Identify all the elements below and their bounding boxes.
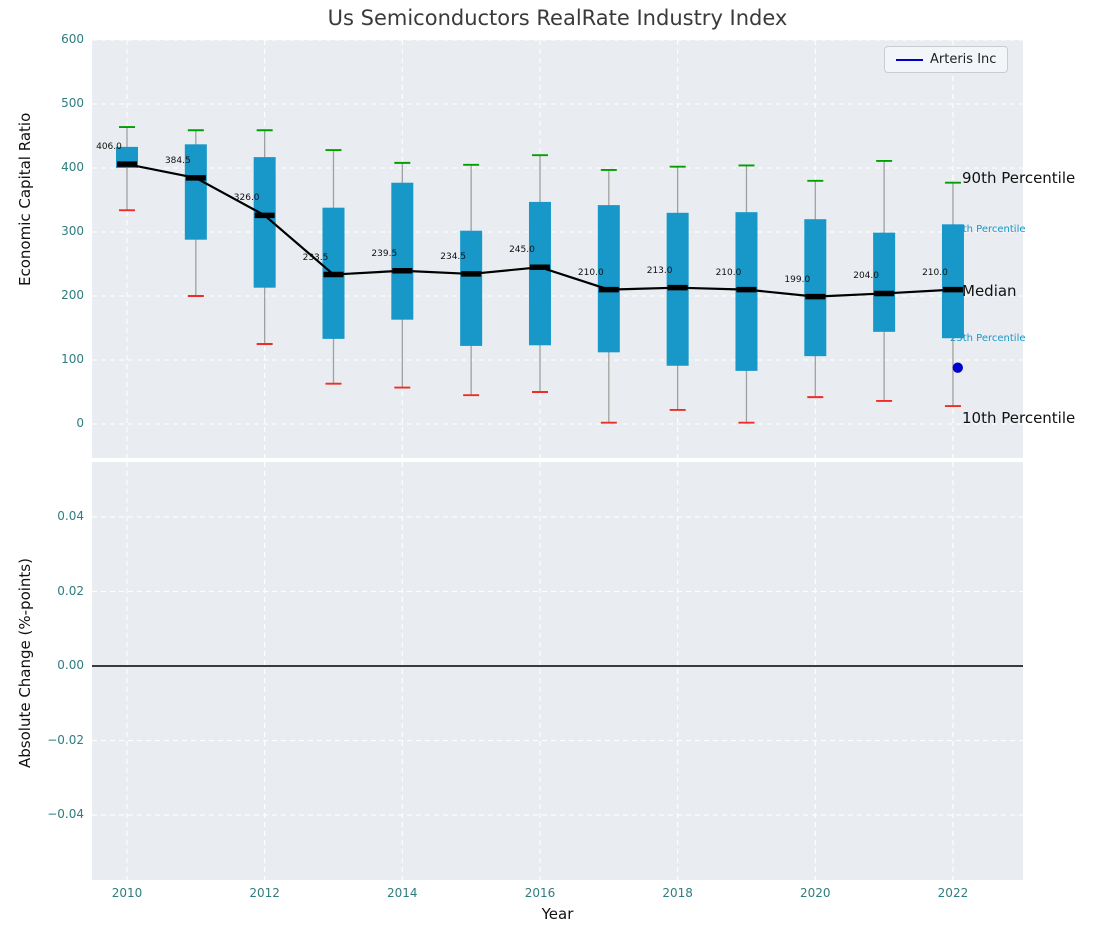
bottom-y-tick-label: −0.02 [47, 732, 84, 747]
iqr-box [873, 232, 896, 332]
annotation-median: Median [962, 281, 1017, 300]
x-tick-label: 2018 [662, 886, 693, 900]
median-value-label: 234.5 [440, 251, 467, 262]
legend-label: Arteris Inc [930, 52, 997, 67]
arteris-point [952, 362, 963, 373]
bottom-y-tick-label: 0.04 [57, 509, 84, 523]
median-value-label: 406.0 [96, 142, 122, 153]
iqr-box [184, 144, 207, 240]
x-tick-label: 2014 [387, 886, 418, 900]
chart-title: Us Semiconductors RealRate Industry Inde… [327, 6, 788, 30]
median-value-label: 210.0 [715, 267, 742, 278]
median-value-label: 384.5 [164, 155, 191, 166]
median-value-label: 326.0 [233, 193, 260, 204]
iqr-box [391, 182, 414, 320]
median-value-label: 210.0 [577, 267, 604, 278]
median-value-label: 233.5 [302, 252, 329, 263]
bottom-y-tick-label: −0.04 [47, 807, 84, 821]
iqr-box [597, 205, 620, 353]
top-y-tick-label: 100 [61, 352, 84, 366]
top-plot-background [92, 40, 1023, 458]
iqr-box [528, 201, 551, 346]
median-value-label: 210.0 [922, 267, 948, 278]
bottom-plot-background [92, 462, 1023, 880]
median-value-label: 213.0 [646, 265, 673, 276]
iqr-box [941, 224, 964, 339]
x-tick-label: 2020 [800, 886, 831, 900]
x-tick-label: 2010 [111, 886, 143, 900]
annotation-10th-percentile: 10th Percentile [962, 408, 1076, 427]
top-y-tick-label: 200 [61, 288, 84, 302]
x-axis-label: Year [541, 905, 574, 923]
top-y-tick-label: 400 [61, 160, 84, 174]
top-y-tick-label: 300 [61, 224, 84, 238]
top-y-tick-label: 500 [61, 96, 84, 110]
median-value-label: 239.5 [371, 248, 398, 259]
annotation-75th-percentile: 75th Percentile [950, 224, 1026, 236]
annotation-90th-percentile: 90th Percentile [962, 168, 1076, 187]
legend: Arteris Inc [884, 46, 1009, 73]
x-tick-label: 2016 [524, 886, 556, 900]
top-y-axis-label: Economic Capital Ratio [16, 112, 34, 286]
x-tick-label: 2022 [937, 886, 969, 900]
median-value-label: 199.0 [784, 274, 811, 285]
bottom-y-tick-label: 0.02 [57, 583, 84, 598]
iqr-box [253, 157, 276, 288]
median-value-label: 245.0 [509, 245, 535, 256]
bottom-y-tick-label: 0.00 [57, 658, 84, 672]
x-tick-label: 2012 [249, 886, 280, 900]
top-y-tick-label: 0 [76, 416, 84, 430]
median-value-label: 204.0 [853, 271, 879, 282]
iqr-box [804, 219, 827, 357]
legend-line-sample [896, 58, 923, 61]
annotation-25th-percentile: 25th Percentile [950, 332, 1026, 344]
top-y-tick-label: 600 [61, 32, 84, 46]
iqr-box [460, 230, 483, 346]
